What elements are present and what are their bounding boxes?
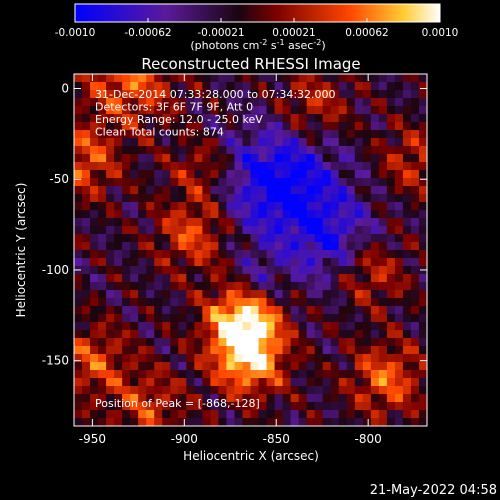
plot-frame: [73, 73, 428, 427]
y-tick-label: -150: [42, 354, 69, 368]
x-axis-label: Heliocentric X (arcsec): [183, 449, 319, 463]
colorbar-tick-label: -0.00062: [124, 27, 171, 39]
peak-label: Position of Peak = [-868,-128]: [95, 397, 260, 410]
y-tick-label: -100: [42, 263, 69, 277]
chart-title: Reconstructed RHESSI Image: [141, 55, 360, 73]
y-axis-label: Heliocentric Y (arcsec): [14, 183, 28, 318]
annotation-line: 31-Dec-2014 07:33:28.000 to 07:34:32.000: [95, 88, 336, 101]
x-tick-label: -900: [171, 432, 198, 446]
colorbar-tick-label: 0.0010: [422, 27, 459, 39]
annotation-line: Energy Range: 12.0 - 25.0 keV: [95, 113, 263, 126]
colorbar-label: (photons cm-2 s-1 asec-2): [190, 38, 325, 52]
colorbar: [74, 3, 441, 23]
x-tick-label: -950: [79, 432, 106, 446]
annotation-line: Clean Total counts: 874: [95, 126, 224, 139]
timestamp: 21-May-2022 04:58: [370, 483, 497, 498]
heatmap-cells: [74, 74, 428, 427]
annotation-line: Detectors: 3F 6F 7F 9F, Att 0: [95, 101, 253, 114]
x-tick-label: -850: [263, 432, 290, 446]
y-tick-label: -50: [49, 172, 69, 186]
colorbar-tick-label: 0.00021: [272, 27, 315, 39]
colorbar-tick-label: -0.0010: [55, 27, 96, 39]
x-tick-label: -800: [355, 432, 382, 446]
colorbar-tick-label: -0.00021: [197, 27, 244, 39]
colorbar-tick-label: 0.00062: [345, 27, 388, 39]
y-tick-label: 0: [61, 82, 69, 96]
